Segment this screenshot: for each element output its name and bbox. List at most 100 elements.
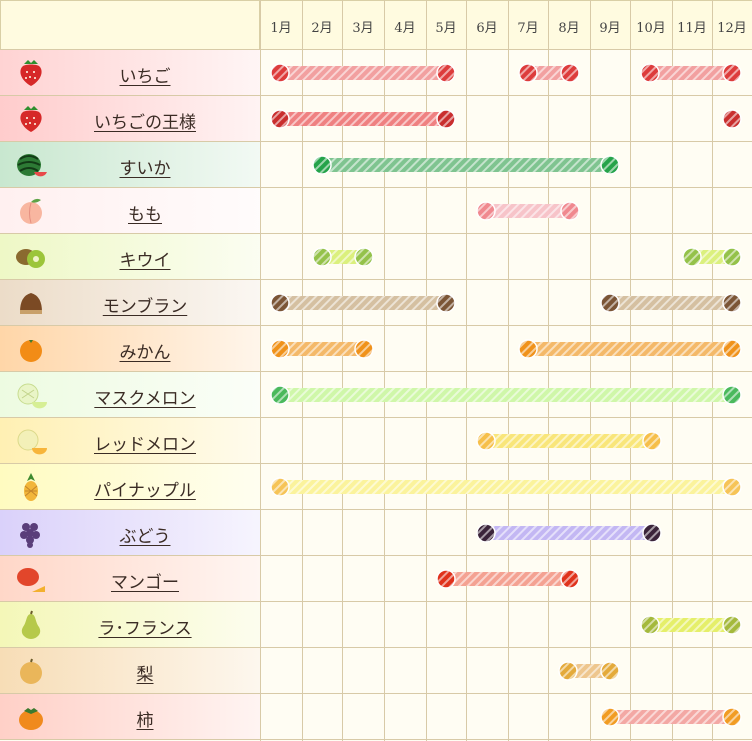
grid-column-line	[466, 0, 467, 741]
peach-icon	[14, 196, 48, 226]
season-endpoint	[476, 431, 496, 451]
season-bar	[280, 480, 732, 494]
season-endpoint	[436, 109, 456, 129]
season-endpoint	[270, 63, 290, 83]
season-endpoint	[722, 109, 742, 129]
grid-row-line	[0, 279, 752, 280]
season-bar	[322, 250, 364, 264]
season-endpoint	[600, 155, 620, 175]
season-endpoint	[270, 385, 290, 405]
mango-icon	[14, 564, 48, 594]
season-endpoint	[476, 523, 496, 543]
grid-row-line	[0, 647, 752, 648]
fruit-row-label: すいか	[0, 142, 260, 187]
fruit-row-label: マンゴー	[0, 556, 260, 601]
season-endpoint	[518, 63, 538, 83]
grid-row-line	[0, 463, 752, 464]
season-endpoint	[354, 339, 374, 359]
season-endpoint	[600, 707, 620, 727]
month-label: 3月	[352, 21, 374, 36]
fruit-name-link[interactable]: パイナップル	[94, 481, 196, 501]
fruit-name-link[interactable]: マスクメロン	[94, 389, 196, 409]
season-bar	[568, 664, 610, 678]
header-corner	[0, 0, 260, 50]
month-label: 1月	[270, 21, 292, 36]
season-endpoint	[722, 63, 742, 83]
fruit-row-label: キウイ	[0, 234, 260, 279]
fruit-name-link[interactable]: モンブラン	[102, 297, 188, 317]
grid-column-line	[302, 0, 303, 741]
strawberry-icon	[14, 58, 48, 88]
redmelon-icon	[14, 426, 48, 456]
season-endpoint	[682, 247, 702, 267]
month-label: 4月	[394, 21, 416, 36]
fruit-name-link[interactable]: キウイ	[119, 251, 171, 271]
month-label: 6月	[476, 21, 498, 36]
season-endpoint	[722, 385, 742, 405]
season-bar	[280, 66, 446, 80]
fruit-name-link[interactable]: みかん	[119, 343, 171, 363]
season-endpoint	[270, 477, 290, 497]
season-endpoint	[560, 569, 580, 589]
season-bar	[486, 204, 570, 218]
grid-column-line	[342, 0, 343, 741]
month-header: 1月 2月 3月 4月 5月 6月 7月 8月 9月 10月 11月 12月	[260, 0, 752, 50]
grid-column-line	[590, 0, 591, 741]
month-label: 12月	[717, 21, 747, 36]
season-endpoint	[560, 63, 580, 83]
kiwi-icon	[14, 242, 48, 272]
grid-row-line	[0, 187, 752, 188]
fruit-name-link[interactable]: 柿	[136, 711, 154, 731]
season-endpoint	[722, 293, 742, 313]
month-label: 7月	[517, 21, 539, 36]
month-label: 9月	[599, 21, 621, 36]
fruit-name-link[interactable]: マンゴー	[111, 573, 179, 593]
month-label: 10月	[636, 21, 666, 36]
grid-column-line	[712, 0, 713, 741]
fruit-name-link[interactable]: ぶどう	[119, 527, 171, 547]
fruit-name-link[interactable]: いちご	[119, 67, 171, 87]
season-endpoint	[560, 201, 580, 221]
fruit-name-link[interactable]: もも	[128, 205, 162, 225]
season-bar	[280, 388, 732, 402]
grid-column-line	[426, 0, 427, 741]
grid-column-line	[548, 0, 549, 741]
month-label: 5月	[435, 21, 457, 36]
grid-row-line	[0, 371, 752, 372]
grid-row-line	[0, 601, 752, 602]
fruit-name-link[interactable]: 梨	[136, 665, 154, 685]
fruit-name-link[interactable]: すいか	[119, 159, 171, 179]
grid-row-line	[0, 233, 752, 234]
season-endpoint	[558, 661, 578, 681]
season-endpoint	[270, 109, 290, 129]
chestnut-icon	[14, 288, 48, 318]
fruit-name-link[interactable]: いちごの王様	[94, 113, 196, 133]
fruit-name-link[interactable]: レッドメロン	[94, 435, 196, 455]
fruit-row-label: いちご	[0, 50, 260, 95]
asianpear-icon	[14, 656, 48, 686]
grid-row-line	[0, 417, 752, 418]
season-endpoint	[722, 615, 742, 635]
month-label: 11月	[677, 21, 707, 36]
fruit-row-label: 柿	[0, 694, 260, 739]
season-bar	[528, 66, 570, 80]
strawberry-icon	[14, 104, 48, 134]
season-endpoint	[518, 339, 538, 359]
season-endpoint	[600, 661, 620, 681]
fruit-row-label: モンブラン	[0, 280, 260, 325]
season-endpoint	[312, 155, 332, 175]
fruit-name-link[interactable]: ラ･フランス	[98, 619, 192, 639]
watermelon-icon	[14, 150, 48, 180]
fruit-row-label: いちごの王様	[0, 96, 260, 141]
season-bar	[280, 112, 446, 126]
pear-icon	[14, 610, 48, 640]
season-endpoint	[436, 569, 456, 589]
grid-row-line	[0, 325, 752, 326]
grid-column-line	[630, 0, 631, 741]
fruit-row-label: 梨	[0, 648, 260, 693]
grid-row-line	[0, 509, 752, 510]
grid-row-line	[0, 49, 752, 50]
season-endpoint	[642, 431, 662, 451]
season-bar	[650, 618, 732, 632]
